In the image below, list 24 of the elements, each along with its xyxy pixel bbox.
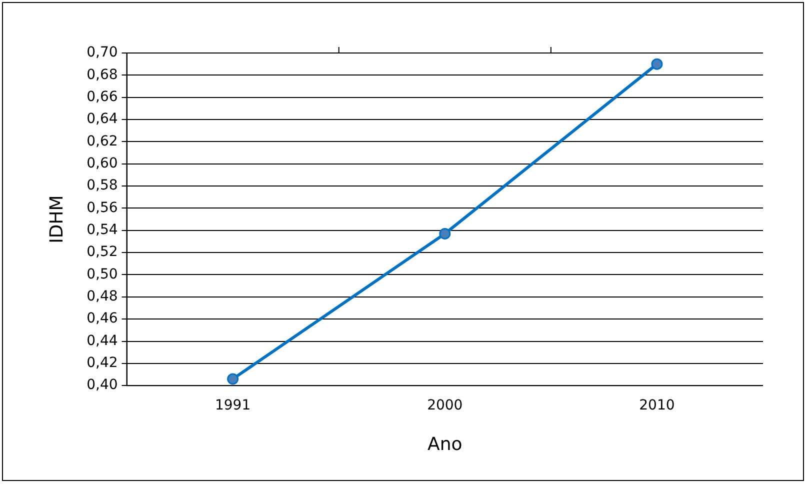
- y-tick-label: 0,50: [86, 266, 118, 282]
- x-tick-label: 1991: [214, 398, 251, 414]
- y-tick-label: 0,40: [86, 377, 118, 394]
- x-axis-title: Ano: [428, 434, 462, 455]
- y-tick-label: 0,58: [86, 178, 118, 194]
- point: [227, 373, 239, 385]
- y-tick-label: 0,54: [86, 222, 118, 238]
- y-tick-label: 0,52: [86, 244, 118, 260]
- y-tick-label: 0,68: [86, 66, 118, 83]
- y-tick-label: 0,42: [86, 355, 118, 372]
- y-tick-label: 0,56: [86, 200, 118, 216]
- y-tick-label: 0,62: [86, 133, 118, 150]
- point: [439, 228, 451, 240]
- y-tick-label: 0,60: [86, 156, 118, 172]
- y-tick-label: 0,48: [86, 288, 118, 305]
- y-tick-label: 0,70: [86, 44, 118, 61]
- x-tick-label: 2000: [427, 398, 463, 414]
- y-tick-label: 0,64: [86, 111, 118, 128]
- y-tick-label: 0,46: [86, 310, 118, 327]
- x-tick-label: 2010: [639, 398, 675, 414]
- y-axis-title: IDHM: [46, 195, 68, 244]
- point: [651, 58, 663, 70]
- y-tick-label: 0,66: [86, 88, 118, 105]
- y-tick-label: 0,44: [86, 332, 118, 349]
